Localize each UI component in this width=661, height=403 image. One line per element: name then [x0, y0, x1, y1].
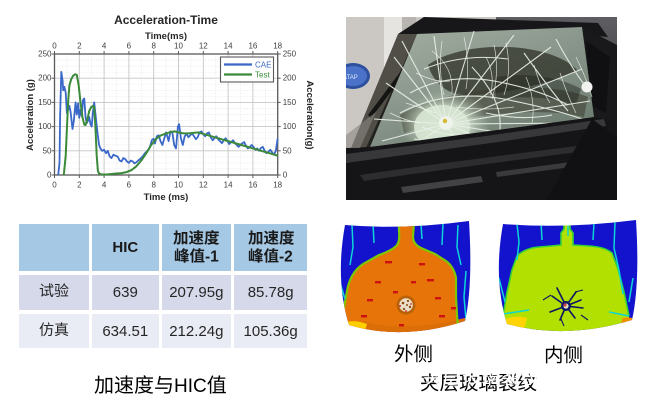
svg-text:Acceleration-Time: Acceleration-Time — [114, 13, 218, 27]
svg-text:14: 14 — [224, 42, 233, 51]
svg-text:ATAP: ATAP — [346, 75, 358, 81]
svg-text:250: 250 — [283, 50, 297, 59]
svg-text:0: 0 — [283, 171, 288, 180]
svg-text:Acceleration (g): Acceleration (g) — [25, 79, 36, 151]
svg-text:50: 50 — [43, 146, 52, 155]
svg-text:Time (ms): Time (ms) — [144, 192, 189, 203]
svg-text:100: 100 — [38, 122, 52, 131]
svg-text:6: 6 — [127, 42, 132, 51]
svg-text:0: 0 — [52, 181, 57, 190]
svg-text:2: 2 — [77, 181, 82, 190]
svg-text:12: 12 — [199, 42, 208, 51]
svg-text:0: 0 — [47, 171, 52, 180]
svg-text:12: 12 — [199, 181, 208, 190]
svg-text:0: 0 — [52, 42, 57, 51]
svg-text:100: 100 — [283, 122, 297, 131]
svg-text:-2: -2 — [279, 248, 293, 265]
svg-text:10: 10 — [174, 181, 183, 190]
svg-text:200: 200 — [283, 74, 297, 83]
svg-text:Time(ms): Time(ms) — [145, 31, 187, 42]
svg-text:200: 200 — [38, 74, 52, 83]
svg-text:CAE: CAE — [255, 61, 271, 70]
svg-text:18: 18 — [273, 42, 282, 51]
svg-text:4: 4 — [102, 42, 107, 51]
svg-text:8: 8 — [151, 181, 156, 190]
svg-text:150: 150 — [38, 98, 52, 107]
svg-text:8: 8 — [151, 42, 156, 51]
svg-text:16: 16 — [248, 42, 257, 51]
svg-text:10: 10 — [174, 42, 183, 51]
svg-text:Acceleration(g): Acceleration(g) — [304, 80, 315, 149]
svg-text:2: 2 — [77, 42, 82, 51]
svg-text:14: 14 — [224, 181, 233, 190]
svg-text:6: 6 — [127, 181, 132, 190]
svg-text:150: 150 — [283, 98, 297, 107]
svg-text:-1: -1 — [205, 248, 219, 265]
svg-text:16: 16 — [248, 181, 257, 190]
svg-text:250: 250 — [38, 50, 52, 59]
svg-text:HIC: HIC — [174, 376, 207, 397]
svg-text:Test: Test — [255, 71, 270, 80]
svg-text:50: 50 — [283, 146, 292, 155]
svg-text:4: 4 — [102, 181, 107, 190]
svg-text:18: 18 — [273, 181, 282, 190]
